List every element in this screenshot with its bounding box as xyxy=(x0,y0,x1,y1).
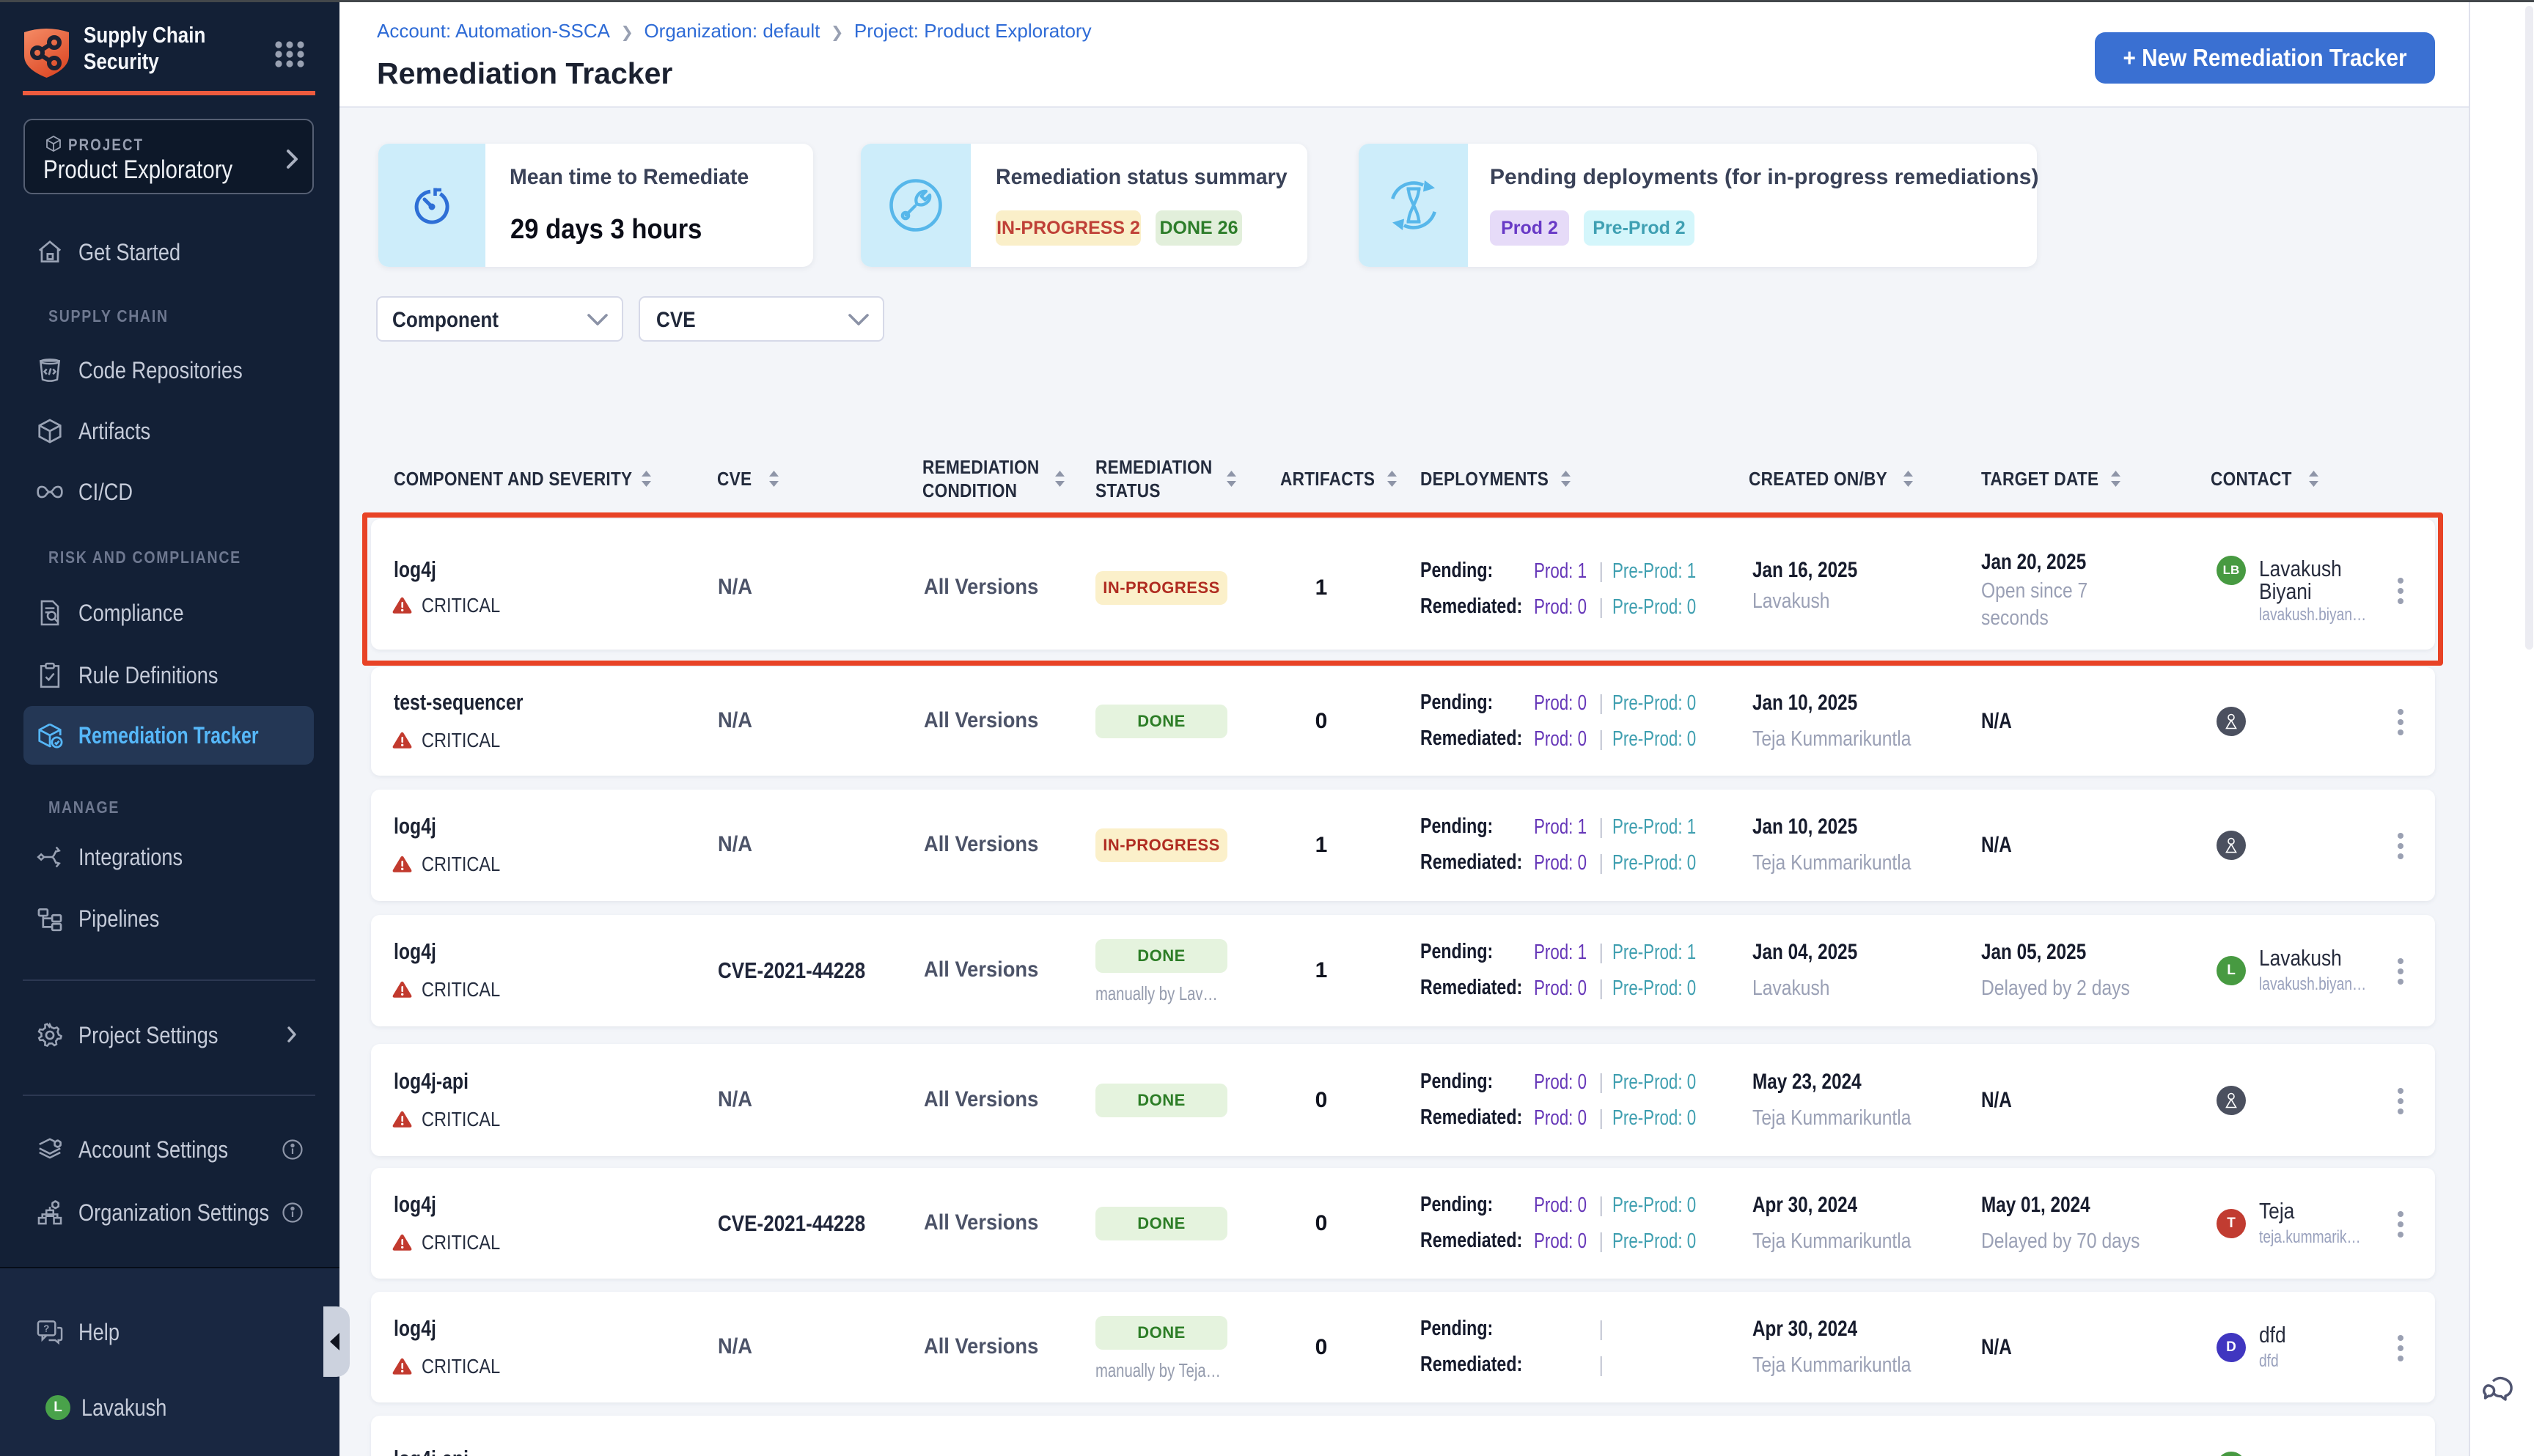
svg-text:?: ? xyxy=(43,1323,49,1334)
